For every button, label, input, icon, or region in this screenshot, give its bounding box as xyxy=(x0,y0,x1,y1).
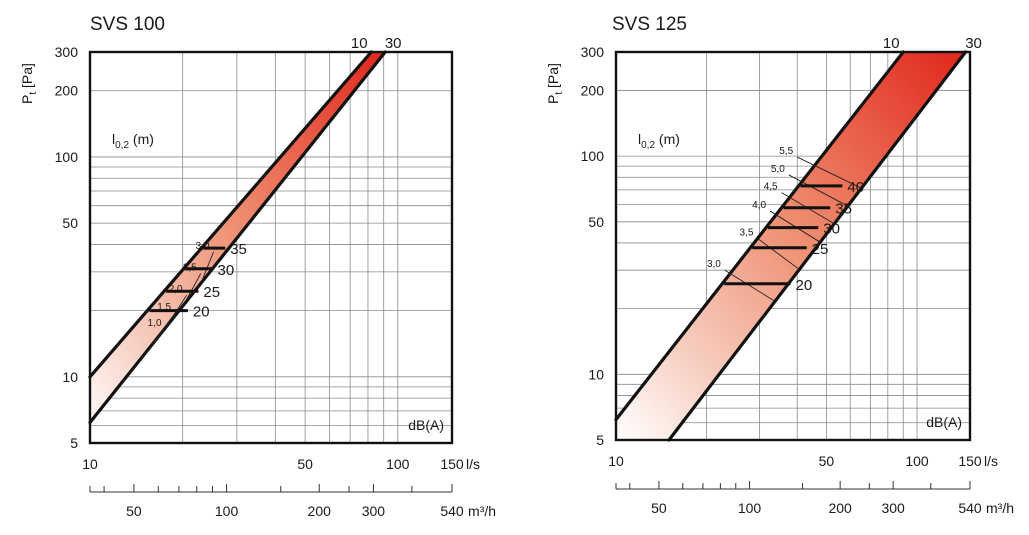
throw-mark-label: 5,5 xyxy=(779,146,793,157)
throw-mark-label: 1,0 xyxy=(148,318,162,329)
m3h-tick-label: 300 xyxy=(881,500,905,516)
band-top-label: 30 xyxy=(965,35,982,52)
m3h-tick-label: 300 xyxy=(362,503,386,519)
y-tick-label: 100 xyxy=(581,148,605,164)
throw-mark-line xyxy=(724,269,776,302)
x-axis-unit-m3h: m³/h xyxy=(986,500,1014,516)
throw-mark-label: 1,5 xyxy=(157,302,171,313)
chart-title: SVS 100 xyxy=(90,14,165,35)
plot-frame xyxy=(614,50,972,442)
sound-level-label: 20 xyxy=(193,304,210,321)
throw-mark-label: 2,0 xyxy=(169,284,183,295)
x-axis-unit-ls: l/s xyxy=(466,456,480,472)
band-upper-edge xyxy=(88,50,373,379)
m3h-tick-label: 200 xyxy=(828,500,852,516)
y-axis-label: Pt [Pa] xyxy=(545,63,565,104)
y-tick-label: 300 xyxy=(55,44,79,60)
band-top-label: 10 xyxy=(883,35,900,52)
y-tick-label: 50 xyxy=(588,214,604,230)
throw-mark-label: 3,0 xyxy=(196,241,210,252)
band-lower-edge xyxy=(88,50,387,425)
sound-level-label: 30 xyxy=(217,262,234,279)
band-upper-edge xyxy=(614,50,905,422)
x-axis-unit-m3h: m³/h xyxy=(468,503,496,519)
x-tick-label: 50 xyxy=(819,453,835,469)
x-tick-label: 150 xyxy=(958,453,982,469)
m3h-tick-label: 100 xyxy=(738,500,762,516)
throw-mark-label: 3,5 xyxy=(740,227,754,238)
y-axis-label: Pt [Pa] xyxy=(19,63,39,104)
throw-legend-label: l0,2 (m) xyxy=(638,131,680,151)
throw-legend-label: l0,2 (m) xyxy=(112,131,154,151)
m3h-tick-label: 200 xyxy=(308,503,332,519)
operating-band xyxy=(616,52,966,440)
x-tick-label: 100 xyxy=(386,456,410,472)
x-axis-unit-ls: l/s xyxy=(984,453,998,469)
sound-level-label: 30 xyxy=(823,221,840,238)
db-label: dB(A) xyxy=(926,414,962,430)
m3h-tick-label: 540 xyxy=(440,503,464,519)
band-top-label: 10 xyxy=(351,35,368,52)
sound-level-label: 35 xyxy=(230,241,247,258)
y-tick-label: 10 xyxy=(62,369,78,385)
sound-level-label: 25 xyxy=(812,241,829,258)
m3h-tick-label: 50 xyxy=(651,500,667,516)
throw-mark-line xyxy=(183,273,202,306)
m3h-tick-label: 100 xyxy=(215,503,239,519)
throw-mark-label: 4,0 xyxy=(752,200,766,211)
sound-level-label: 20 xyxy=(796,277,813,294)
throw-mark-label: 4,5 xyxy=(764,182,778,193)
y-tick-label: 50 xyxy=(62,215,78,231)
m3h-tick-label: 540 xyxy=(958,500,982,516)
y-tick-label: 200 xyxy=(581,82,605,98)
throw-mark-line xyxy=(757,237,800,270)
throw-mark-line xyxy=(797,156,862,189)
grid xyxy=(90,52,452,443)
sound-level-label: 40 xyxy=(847,179,864,196)
x-tick-label: 100 xyxy=(905,453,929,469)
x-tick-label: 50 xyxy=(297,456,313,472)
band-lower-edge xyxy=(667,50,968,442)
x-tick-label: 150 xyxy=(440,456,464,472)
sound-level-label: 25 xyxy=(203,284,220,301)
throw-mark-label: 3,0 xyxy=(707,259,721,270)
y-tick-label: 300 xyxy=(581,44,605,60)
chart-title: SVS 125 xyxy=(612,14,687,35)
m3h-axis xyxy=(89,484,453,493)
x-tick-label: 10 xyxy=(82,456,98,472)
chart-2: 3,0 3,5 4,0 4,5 5,0 5,5 20 25 30 35 40 10 30 SVS 125 5… xyxy=(545,14,1014,516)
y-tick-label: 5 xyxy=(596,432,604,448)
m3h-tick-label: 50 xyxy=(126,503,142,519)
throw-mark-line xyxy=(139,328,166,361)
throw-mark-label: 5,0 xyxy=(771,164,785,175)
x-tick-label: 10 xyxy=(608,453,624,469)
db-label: dB(A) xyxy=(408,417,444,433)
y-tick-label: 200 xyxy=(55,83,79,99)
y-tick-label: 5 xyxy=(70,435,78,451)
plot-frame xyxy=(88,50,454,445)
m3h-axis xyxy=(615,481,971,490)
y-tick-label: 100 xyxy=(55,149,79,165)
sound-level-label: 35 xyxy=(835,201,852,218)
band-top-label: 30 xyxy=(385,35,402,52)
throw-mark-line xyxy=(788,174,849,207)
y-tick-label: 10 xyxy=(588,366,604,382)
